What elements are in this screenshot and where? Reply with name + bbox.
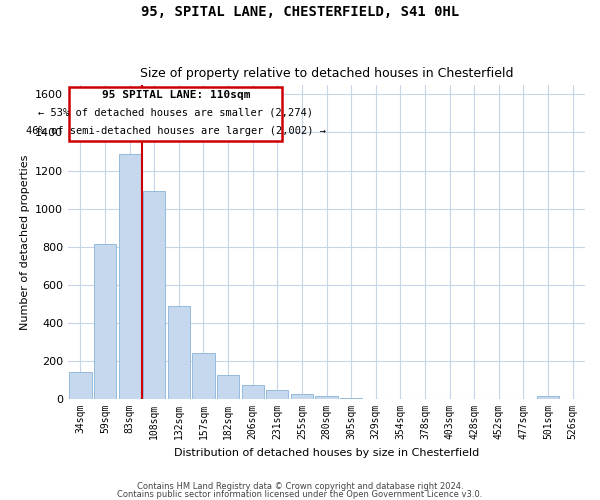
- Text: ← 53% of detached houses are smaller (2,274): ← 53% of detached houses are smaller (2,…: [38, 108, 313, 118]
- Bar: [217, 374, 239, 399]
- Bar: [242, 385, 264, 399]
- Bar: [340, 398, 362, 399]
- Text: 46% of semi-detached houses are larger (2,002) →: 46% of semi-detached houses are larger (…: [26, 126, 326, 136]
- Text: 95 SPITAL LANE: 110sqm: 95 SPITAL LANE: 110sqm: [101, 90, 250, 100]
- Y-axis label: Number of detached properties: Number of detached properties: [20, 154, 29, 330]
- Bar: [193, 354, 215, 399]
- X-axis label: Distribution of detached houses by size in Chesterfield: Distribution of detached houses by size …: [174, 448, 479, 458]
- Bar: [168, 306, 190, 399]
- Bar: [94, 244, 116, 399]
- Bar: [291, 394, 313, 399]
- Bar: [119, 154, 141, 399]
- Bar: [143, 190, 166, 399]
- Text: Contains public sector information licensed under the Open Government Licence v3: Contains public sector information licen…: [118, 490, 482, 499]
- FancyBboxPatch shape: [70, 86, 282, 141]
- Bar: [266, 390, 289, 399]
- Text: 95, SPITAL LANE, CHESTERFIELD, S41 0HL: 95, SPITAL LANE, CHESTERFIELD, S41 0HL: [141, 5, 459, 19]
- Text: Contains HM Land Registry data © Crown copyright and database right 2024.: Contains HM Land Registry data © Crown c…: [137, 482, 463, 491]
- Title: Size of property relative to detached houses in Chesterfield: Size of property relative to detached ho…: [140, 66, 514, 80]
- Bar: [316, 396, 338, 399]
- Bar: [70, 372, 92, 399]
- Bar: [537, 396, 559, 399]
